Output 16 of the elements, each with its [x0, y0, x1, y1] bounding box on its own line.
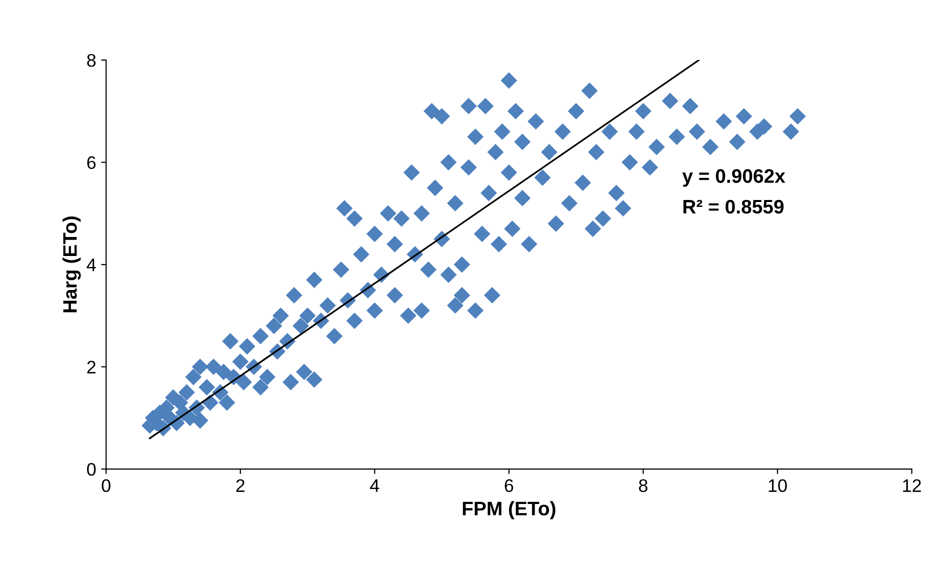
y-tick-label: 0 — [87, 462, 96, 476]
x-tick-label: 10 — [768, 479, 787, 492]
x-tick-label: 8 — [638, 479, 648, 492]
y-tick-label: 4 — [86, 258, 96, 272]
x-tick-label: 6 — [504, 479, 514, 492]
x-tick-label: 2 — [236, 479, 244, 492]
y-tick-label: 2 — [87, 360, 96, 374]
x-tick-label: 0 — [102, 479, 110, 492]
y-tick-label: 6 — [87, 156, 96, 170]
annotation: y = 0.9062x — [682, 169, 786, 187]
y-tick-label: 8 — [87, 54, 96, 67]
y-axis-title: Harg (ETo) — [62, 216, 81, 312]
x-tick-label: 12 — [903, 479, 921, 492]
x-axis-title: FPM (ETo) — [462, 501, 556, 520]
annotation: R² = 0.8559 — [683, 200, 784, 214]
x-tick-label: 4 — [370, 479, 380, 492]
